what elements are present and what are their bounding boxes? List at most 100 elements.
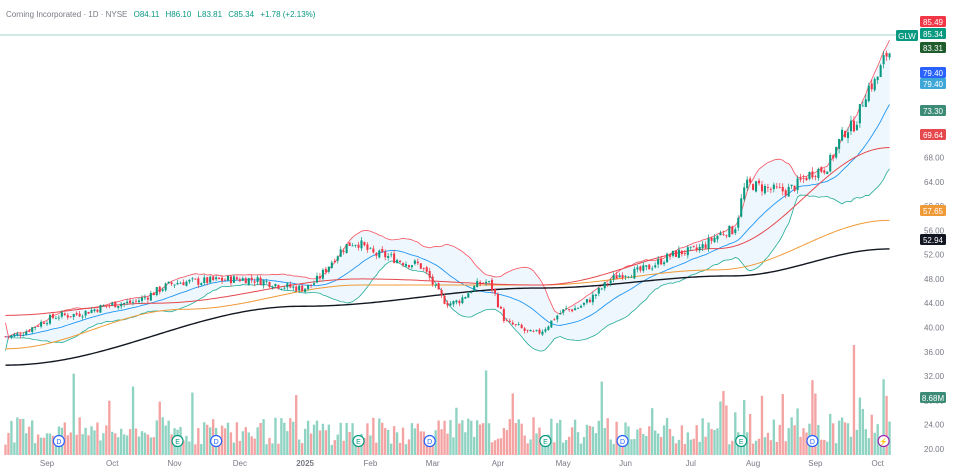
candle-body[interactable] bbox=[574, 308, 577, 311]
event-marker[interactable]: D bbox=[423, 434, 436, 448]
candle-body[interactable] bbox=[793, 185, 796, 191]
candle-body[interactable] bbox=[508, 320, 511, 322]
candle-body[interactable] bbox=[289, 284, 292, 288]
candle-body[interactable] bbox=[630, 277, 633, 278]
candle-body[interactable] bbox=[247, 278, 250, 285]
candle-body[interactable] bbox=[120, 303, 123, 307]
candle-body[interactable] bbox=[69, 316, 72, 318]
candle-body[interactable] bbox=[814, 176, 817, 177]
candle-body[interactable] bbox=[775, 186, 778, 188]
candle-body[interactable] bbox=[600, 288, 603, 290]
candle-body[interactable] bbox=[218, 277, 221, 280]
candle-body[interactable] bbox=[298, 285, 301, 291]
candle-body[interactable] bbox=[707, 238, 710, 249]
candle-body[interactable] bbox=[802, 178, 805, 179]
candle-body[interactable] bbox=[7, 336, 10, 338]
candle-body[interactable] bbox=[760, 184, 764, 192]
candle-body[interactable] bbox=[722, 233, 725, 235]
candle-body[interactable] bbox=[10, 335, 13, 338]
candle-body[interactable] bbox=[330, 262, 333, 268]
candle-body[interactable] bbox=[152, 292, 155, 296]
candle-body[interactable] bbox=[75, 313, 78, 315]
event-marker[interactable]: E bbox=[735, 434, 748, 448]
candle-body[interactable] bbox=[680, 250, 683, 255]
candle-body[interactable] bbox=[253, 281, 256, 283]
candle-body[interactable] bbox=[677, 249, 680, 258]
candle-body[interactable] bbox=[674, 250, 677, 257]
candle-body[interactable] bbox=[752, 184, 755, 191]
candle-body[interactable] bbox=[523, 328, 526, 331]
candle-body[interactable] bbox=[25, 331, 28, 335]
candle-body[interactable] bbox=[835, 147, 838, 158]
candle-body[interactable] bbox=[357, 244, 360, 248]
candle-body[interactable] bbox=[639, 266, 642, 271]
candle-body[interactable] bbox=[194, 278, 197, 280]
candle-body[interactable] bbox=[167, 281, 170, 284]
candle-body[interactable] bbox=[149, 292, 152, 301]
candle-body[interactable] bbox=[876, 76, 879, 81]
candle-body[interactable] bbox=[22, 334, 25, 336]
candle-body[interactable] bbox=[4, 336, 7, 338]
candle-body[interactable] bbox=[271, 287, 274, 289]
event-marker[interactable]: E bbox=[171, 434, 184, 448]
candle-body[interactable] bbox=[701, 244, 704, 249]
candle-body[interactable] bbox=[624, 275, 627, 277]
candle-body[interactable] bbox=[434, 284, 437, 286]
candle-body[interactable] bbox=[517, 324, 520, 325]
candle-body[interactable] bbox=[511, 322, 514, 325]
candle-body[interactable] bbox=[126, 301, 129, 303]
candle-body[interactable] bbox=[375, 253, 378, 256]
candle-body[interactable] bbox=[295, 286, 298, 292]
candle-body[interactable] bbox=[140, 297, 143, 301]
candle-body[interactable] bbox=[312, 283, 316, 285]
candle-body[interactable] bbox=[114, 301, 117, 308]
candle-body[interactable] bbox=[553, 319, 556, 321]
candle-body[interactable] bbox=[238, 279, 241, 282]
candle-body[interactable] bbox=[321, 269, 324, 279]
candle-body[interactable] bbox=[416, 261, 419, 264]
candle-body[interactable] bbox=[458, 300, 461, 304]
event-marker[interactable]: E bbox=[539, 434, 552, 448]
candle-body[interactable] bbox=[336, 256, 339, 261]
candle-body[interactable] bbox=[582, 302, 586, 305]
candle-body[interactable] bbox=[651, 268, 654, 270]
candle-body[interactable] bbox=[256, 277, 259, 282]
candle-body[interactable] bbox=[185, 281, 188, 286]
candle-body[interactable] bbox=[422, 268, 425, 270]
candle-body[interactable] bbox=[547, 326, 550, 331]
candle-body[interactable] bbox=[161, 289, 164, 291]
candle-body[interactable] bbox=[280, 288, 283, 290]
candle-body[interactable] bbox=[654, 265, 657, 268]
candle-body[interactable] bbox=[541, 331, 544, 335]
candle-body[interactable] bbox=[668, 255, 672, 257]
candle-body[interactable] bbox=[209, 276, 212, 283]
event-marker[interactable]: ⚡ bbox=[877, 434, 890, 448]
candle-body[interactable] bbox=[763, 185, 766, 194]
candle-body[interactable] bbox=[832, 155, 835, 159]
candle-body[interactable] bbox=[482, 282, 485, 284]
candle-body[interactable] bbox=[636, 267, 639, 270]
candle-body[interactable] bbox=[54, 318, 57, 320]
candle-body[interactable] bbox=[203, 277, 206, 283]
candle-body[interactable] bbox=[805, 177, 808, 181]
candle-body[interactable] bbox=[645, 265, 648, 267]
candle-body[interactable] bbox=[488, 281, 491, 282]
candlesticks[interactable] bbox=[4, 50, 891, 340]
candle-body[interactable] bbox=[318, 276, 321, 279]
candle-body[interactable] bbox=[838, 139, 841, 149]
candle-body[interactable] bbox=[232, 276, 235, 283]
candle-body[interactable] bbox=[526, 329, 529, 331]
candle-body[interactable] bbox=[499, 306, 502, 309]
candle-body[interactable] bbox=[529, 329, 532, 332]
candle-body[interactable] bbox=[339, 249, 342, 257]
candle-body[interactable] bbox=[96, 309, 99, 312]
candle-body[interactable] bbox=[399, 260, 402, 263]
candle-body[interactable] bbox=[99, 305, 102, 313]
candle-body[interactable] bbox=[493, 288, 497, 294]
candle-body[interactable] bbox=[728, 225, 731, 237]
candle-body[interactable] bbox=[188, 279, 191, 282]
candle-body[interactable] bbox=[419, 263, 422, 269]
candle-body[interactable] bbox=[749, 178, 752, 183]
candle-body[interactable] bbox=[781, 186, 784, 192]
candle-body[interactable] bbox=[520, 324, 523, 329]
